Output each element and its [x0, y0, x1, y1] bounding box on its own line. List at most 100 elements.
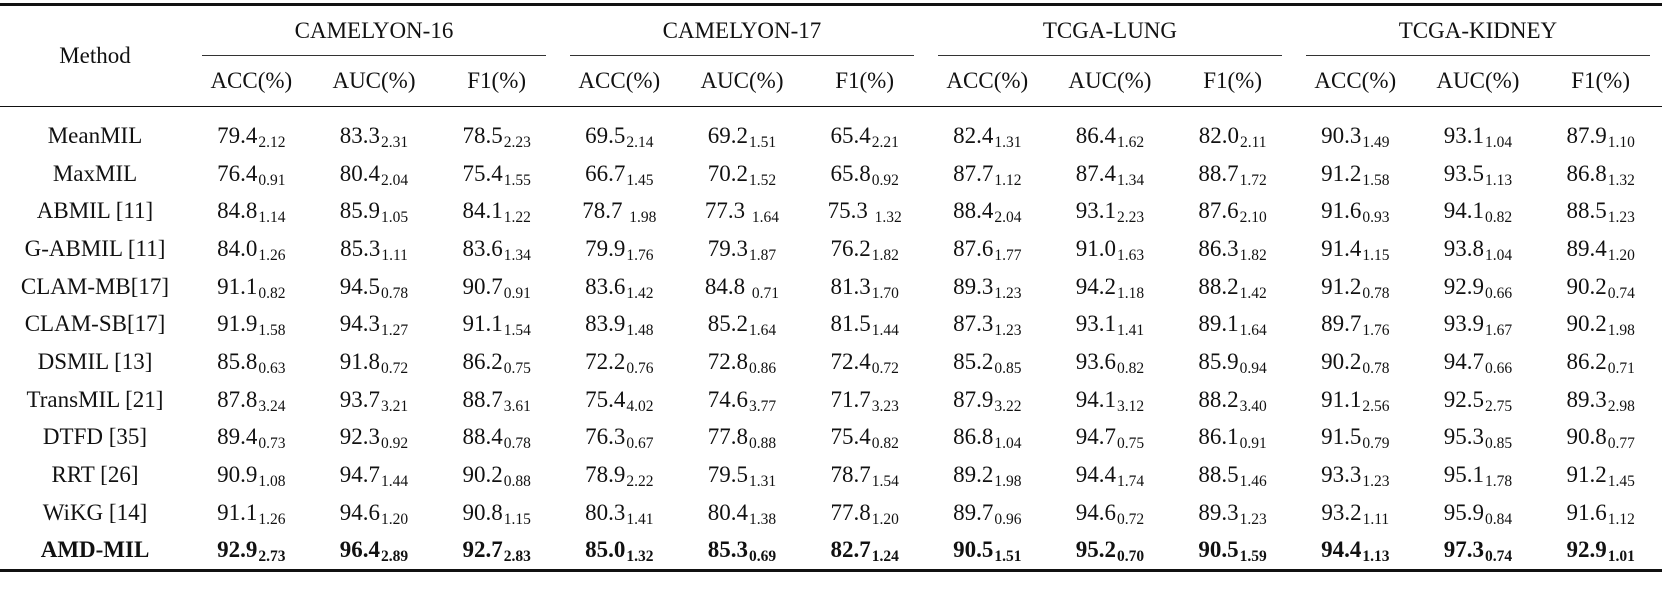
metric-value: 87.9 [1566, 122, 1607, 148]
metric-std-subscript: 1.11 [1362, 510, 1390, 528]
metric-cell: 76.40.91 [190, 155, 313, 193]
metric-value: 91.2 [1321, 160, 1362, 186]
metric-value: 81.3 [830, 273, 871, 299]
metric-std-subscript: 3.21 [381, 397, 409, 415]
metric-cell: 75.44.02 [558, 381, 681, 419]
metric-std-subscript: 1.23 [994, 284, 1022, 302]
metric-value: 94.2 [1075, 273, 1117, 299]
metric-value: 86.3 [1198, 235, 1239, 261]
metric-cell: 91.12.56 [1294, 381, 1417, 419]
metric-std-subscript: 1.01 [1607, 548, 1635, 566]
metric-value: 91.1 [217, 273, 258, 299]
metric-std-subscript: 0.91 [503, 284, 531, 302]
metric-std-subscript: 0.66 [1484, 359, 1513, 377]
metric-cell: 93.12.23 [1049, 192, 1172, 230]
metric-value: 77.8 [707, 424, 749, 450]
metric-value: 94.7 [1443, 348, 1484, 374]
metric-std-subscript: 1.72 [1239, 171, 1267, 189]
metric-cell: 94.70.66 [1417, 343, 1540, 381]
metric-std-subscript: 1.23 [1239, 510, 1267, 528]
metric-std-subscript: 1.38 [749, 510, 777, 528]
metric-cell: 90.81.15 [435, 494, 558, 532]
metric-value: 79.5 [707, 462, 749, 488]
metric-value: 89.2 [953, 462, 994, 488]
metric-value: 93.1 [1443, 122, 1484, 148]
method-name-cell: TransMIL [21] [26, 386, 164, 412]
metric-std-subscript: 2.22 [626, 473, 654, 491]
metric-value: 77.8 [830, 499, 871, 525]
metric-std-subscript: 0.92 [871, 171, 899, 189]
metric-std-subscript: 0.82 [1484, 209, 1513, 227]
metric-cell: 90.31.49 [1294, 117, 1417, 155]
metric-std-subscript: 2.04 [994, 209, 1022, 227]
metric-cell: 90.91.08 [190, 456, 313, 494]
metric-value: 88.4 [462, 424, 503, 450]
metric-value: 94.4 [1075, 462, 1117, 488]
metric-std-subscript: 0.84 [1484, 510, 1513, 528]
metric-cell: 94.61.20 [313, 494, 436, 532]
metric-value: 94.4 [1321, 537, 1362, 563]
metric-std-subscript: 0.70 [1117, 548, 1145, 566]
metric-std-subscript: 1.42 [1239, 284, 1267, 302]
metric-value: 89.4 [1566, 235, 1607, 261]
metric-header-f1: F1(%) [1571, 68, 1631, 93]
metric-std-subscript: 1.08 [258, 473, 286, 491]
metric-cell: 87.31.23 [926, 305, 1049, 343]
metric-value: 86.1 [1198, 424, 1239, 450]
metric-std-subscript: 0.85 [994, 359, 1022, 377]
metric-cell: 94.60.72 [1049, 494, 1172, 532]
metric-std-subscript: 0.77 [1607, 435, 1635, 453]
metric-cell: 85.80.63 [190, 343, 313, 381]
metric-std-subscript: 1.41 [626, 510, 654, 528]
metric-cell: 84.8 0.71 [681, 268, 804, 306]
metric-cell: 81.51.44 [803, 305, 926, 343]
metric-value: 91.9 [217, 311, 258, 337]
metric-value: 89.3 [1566, 386, 1607, 412]
metric-value: 94.3 [339, 311, 381, 337]
metric-std-subscript: 2.75 [1484, 397, 1513, 415]
metric-cell: 94.50.78 [313, 268, 436, 306]
metric-cell: 75.40.82 [803, 419, 926, 457]
metric-value: 90.2 [1566, 311, 1607, 337]
metric-value: 93.1 [1075, 198, 1117, 224]
metric-value: 90.3 [1321, 122, 1362, 148]
metric-std-subscript: 1.67 [1484, 322, 1513, 340]
metric-cell: 89.40.73 [190, 419, 313, 457]
metric-value: 71.7 [830, 386, 871, 412]
metric-value: 72.4 [830, 348, 871, 374]
metric-cell: 69.21.51 [681, 117, 804, 155]
metric-value: 87.8 [217, 386, 258, 412]
metric-std-subscript: 0.66 [1484, 284, 1513, 302]
table-row: G-ABMIL [11] 84.01.26 85.31.11 83.61.34 79.9… [0, 230, 1662, 268]
metric-std-subscript: 1.34 [1117, 171, 1145, 189]
metric-cell: 85.21.64 [681, 305, 804, 343]
metric-std-subscript: 3.77 [749, 397, 777, 415]
metric-value: 93.6 [1075, 348, 1117, 374]
metric-std-subscript: 0.74 [1484, 548, 1513, 566]
metric-std-subscript: 2.31 [381, 133, 409, 151]
metric-cell: 83.61.34 [435, 230, 558, 268]
metric-std-subscript: 1.32 [874, 209, 902, 227]
dataset-rule [569, 55, 914, 56]
metric-std-subscript: 2.83 [503, 548, 531, 566]
metric-value: 90.2 [1321, 348, 1362, 374]
metric-std-subscript: 0.86 [749, 359, 777, 377]
metric-std-subscript: 1.23 [1607, 209, 1635, 227]
method-name-cell: MeanMIL [47, 122, 143, 148]
metric-cell: 94.71.44 [313, 456, 436, 494]
metric-value: 89.3 [1198, 499, 1239, 525]
metric-value: 87.7 [953, 160, 994, 186]
metric-value: 69.2 [707, 122, 749, 148]
metric-cell: 75.3 1.32 [803, 192, 926, 230]
metric-cell: 84.81.14 [190, 192, 313, 230]
metric-cell: 93.11.04 [1417, 117, 1540, 155]
metric-cell: 84.11.22 [435, 192, 558, 230]
dataset-label: CAMELYON-16 [294, 18, 454, 43]
metric-cell: 85.31.11 [313, 230, 436, 268]
metric-value: 82.7 [830, 537, 871, 563]
metric-std-subscript: 1.45 [626, 171, 654, 189]
metric-cell: 88.40.78 [435, 419, 558, 457]
metric-std-subscript: 0.88 [503, 473, 531, 491]
metric-std-subscript: 1.62 [1117, 133, 1145, 151]
metric-value: 89.7 [1321, 311, 1362, 337]
